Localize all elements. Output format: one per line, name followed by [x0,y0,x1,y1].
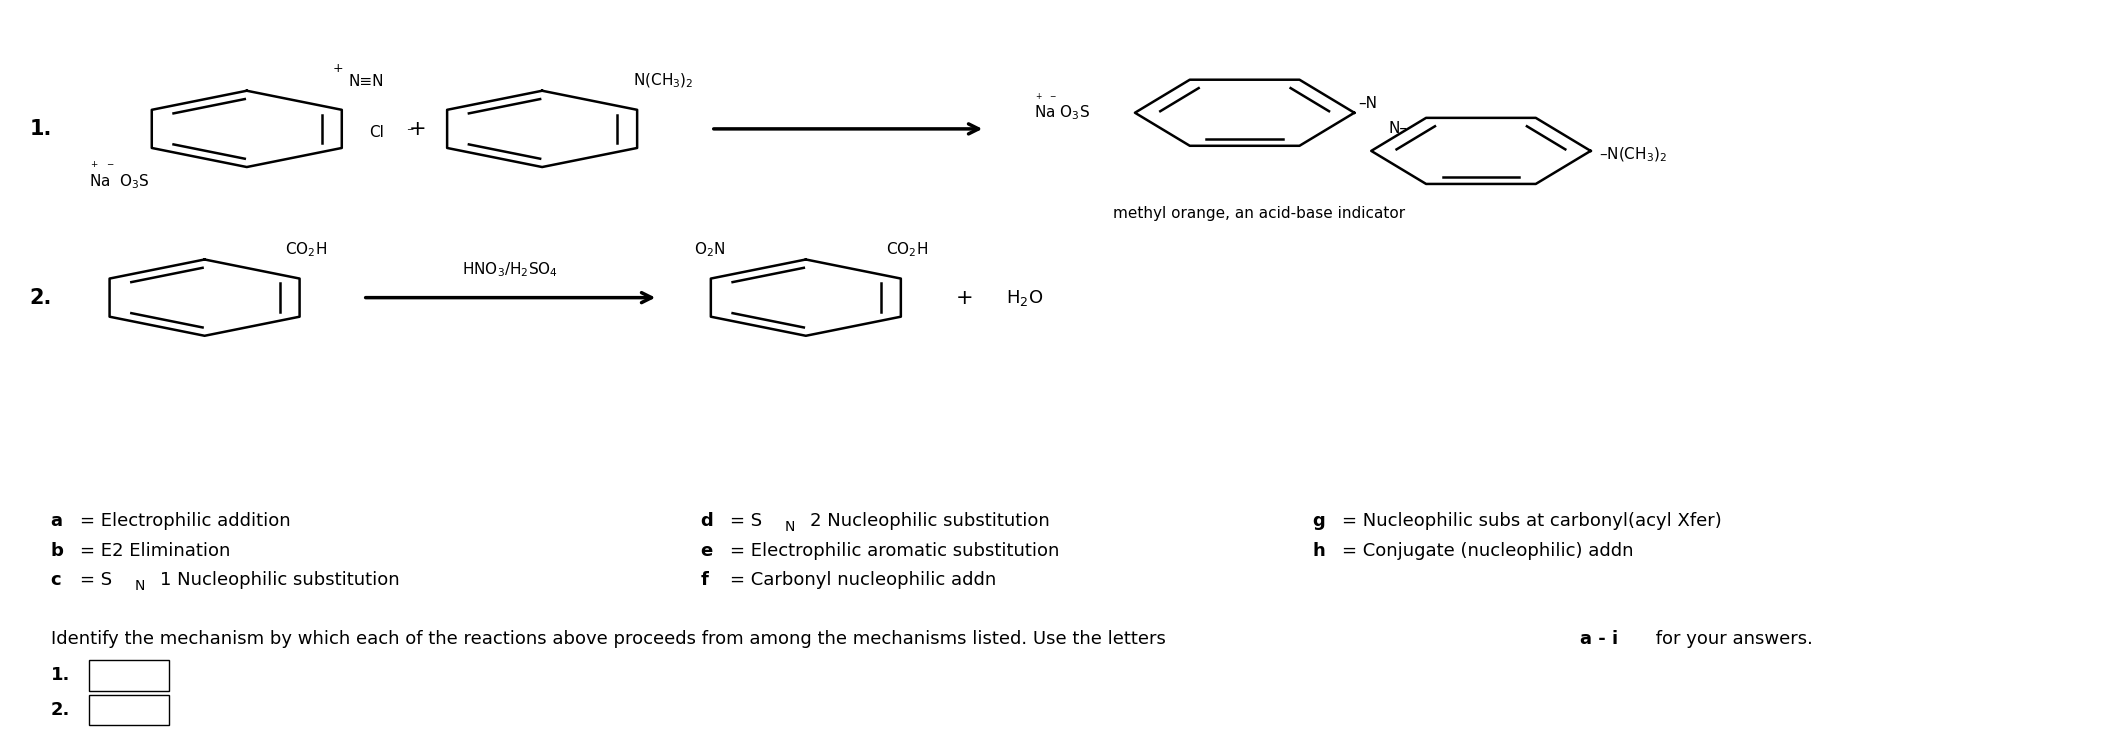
Text: H$_2$O: H$_2$O [1006,288,1044,308]
Text: N: N [136,579,146,593]
Bar [89,695,169,726]
Text: N(CH$_3$)$_2$: N(CH$_3$)$_2$ [633,72,693,91]
Text: = Electrophilic aromatic substitution: = Electrophilic aromatic substitution [731,542,1059,559]
Text: –N(CH$_3$)$_2$: –N(CH$_3$)$_2$ [1599,145,1667,164]
Text: a - i: a - i [1580,630,1618,648]
Text: 1.: 1. [30,119,51,139]
Text: d: d [701,513,714,531]
Text: N: N [786,520,794,534]
Text: CO$_2$H: CO$_2$H [885,240,928,259]
Text: O$_2$N: O$_2$N [695,240,726,259]
Text: = S: = S [80,571,112,589]
Text: 2 Nucleophilic substitution: 2 Nucleophilic substitution [809,513,1051,531]
Bar [89,660,169,691]
Text: = Nucleophilic subs at carbonyl(acyl Xfer): = Nucleophilic subs at carbonyl(acyl Xfe… [1341,513,1722,531]
Text: +: + [955,288,972,308]
Text: 2.: 2. [30,288,51,308]
Text: g: g [1313,513,1326,531]
Text: –N: –N [1358,96,1377,111]
Text: N≡N: N≡N [347,73,383,89]
Text: 1 Nucleophilic substitution: 1 Nucleophilic substitution [161,571,400,589]
Text: N–: N– [1387,122,1406,137]
Text: 1.: 1. [51,666,70,684]
Text: a: a [51,513,64,531]
Text: CO$_2$H: CO$_2$H [284,240,326,259]
Text: Na  O$_3$S: Na O$_3$S [89,172,148,191]
Text: +: + [333,62,343,75]
Text: 2.: 2. [51,701,70,719]
Text: Identify the mechanism by which each of the reactions above proceeds from among : Identify the mechanism by which each of … [51,630,1171,648]
Text: HNO$_3$/H$_2$SO$_4$: HNO$_3$/H$_2$SO$_4$ [462,260,559,279]
Text: = E2 Elimination: = E2 Elimination [80,542,231,559]
Text: h: h [1313,542,1326,559]
Text: $^+$ $^-$: $^+$ $^-$ [89,162,114,177]
Text: = S: = S [731,513,762,531]
Text: Na O$_3$S: Na O$_3$S [1034,103,1089,122]
Text: methyl orange, an acid-base indicator: methyl orange, an acid-base indicator [1114,206,1406,221]
Text: for your answers.: for your answers. [1650,630,1813,648]
Text: b: b [51,542,64,559]
Text: e: e [701,542,712,559]
Text: f: f [701,571,707,589]
Text: = Conjugate (nucleophilic) addn: = Conjugate (nucleophilic) addn [1341,542,1633,559]
Text: c: c [51,571,61,589]
Text: $^-$: $^-$ [405,126,415,139]
Text: = Carbonyl nucleophilic addn: = Carbonyl nucleophilic addn [731,571,995,589]
Text: +: + [409,119,426,139]
Text: $^+$ $^-$: $^+$ $^-$ [1034,92,1057,107]
Text: = Electrophilic addition: = Electrophilic addition [80,513,290,531]
Text: Cl: Cl [369,125,383,140]
